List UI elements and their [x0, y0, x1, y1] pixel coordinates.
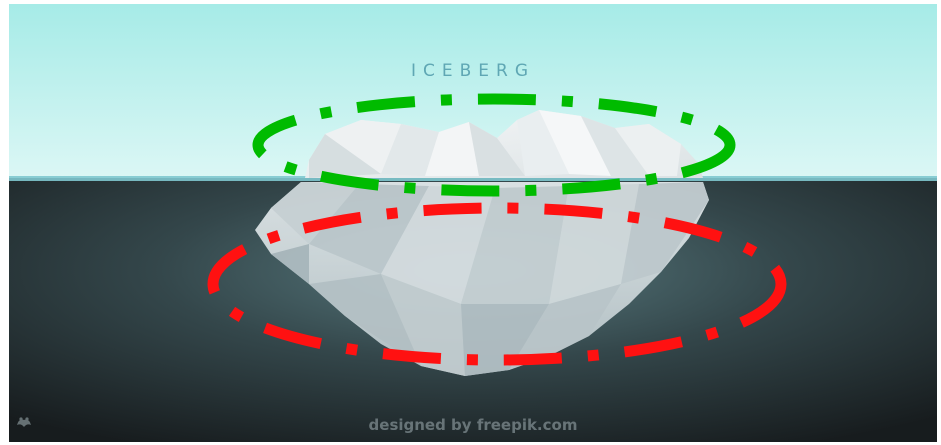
iceberg-underwater [255, 182, 709, 376]
freepik-logo-icon [17, 417, 31, 427]
below-water-ellipse [207, 202, 787, 366]
credit-brand: freepik.com [476, 416, 578, 434]
above-water-ellipse [252, 93, 736, 197]
waterline [9, 176, 937, 181]
iceberg-scene-graphic [9, 4, 937, 442]
credit-prefix: designed by [368, 416, 472, 434]
iceberg-title: ICEBERG [410, 61, 535, 81]
iceberg-illustration: ICEBERG designed by freepik.com [9, 4, 937, 442]
iceberg-tip [305, 110, 703, 178]
designer-credit: designed by freepik.com [9, 416, 937, 434]
